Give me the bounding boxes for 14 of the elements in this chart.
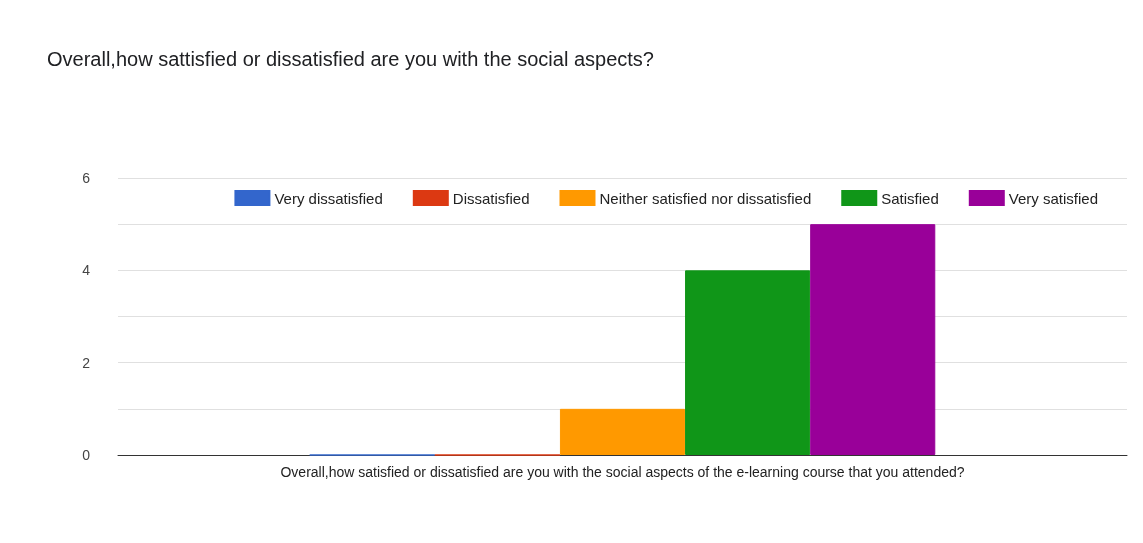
bar	[810, 224, 936, 455]
y-tick-label: 6	[82, 170, 91, 186]
y-tick-label: 0	[82, 447, 91, 463]
y-tick-label: 2	[82, 354, 91, 371]
legend-label: Very dissatisfied	[274, 189, 383, 207]
chart-title: Overall,how sattisfied or dissatisfied are you with the social aspects?	[47, 48, 654, 70]
bar	[685, 270, 811, 455]
legend-label: Dissatisfied	[452, 189, 530, 207]
legend-label: Satisfied	[881, 189, 939, 207]
bar	[559, 408, 686, 455]
legend-label: Neither satisfied nor dissatisfied	[599, 189, 812, 207]
x-tick-label: Overall,how satisfied or dissatisfied are you with the social aspects of the e-learning course that you attended?	[280, 464, 965, 480]
y-tick-label: 4	[82, 262, 91, 279]
legend-label: Very satisfied	[1008, 189, 1099, 207]
